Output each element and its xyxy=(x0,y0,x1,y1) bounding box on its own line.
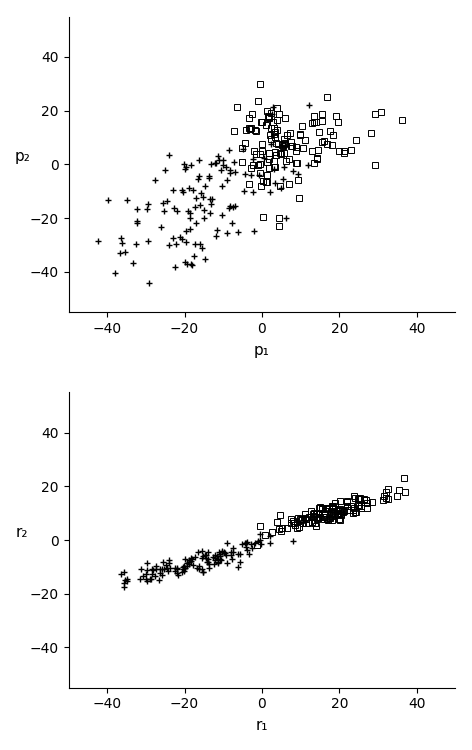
Y-axis label: p₂: p₂ xyxy=(14,149,30,164)
X-axis label: p₁: p₁ xyxy=(254,343,270,358)
X-axis label: r₁: r₁ xyxy=(256,718,268,734)
Y-axis label: r₂: r₂ xyxy=(16,525,28,540)
